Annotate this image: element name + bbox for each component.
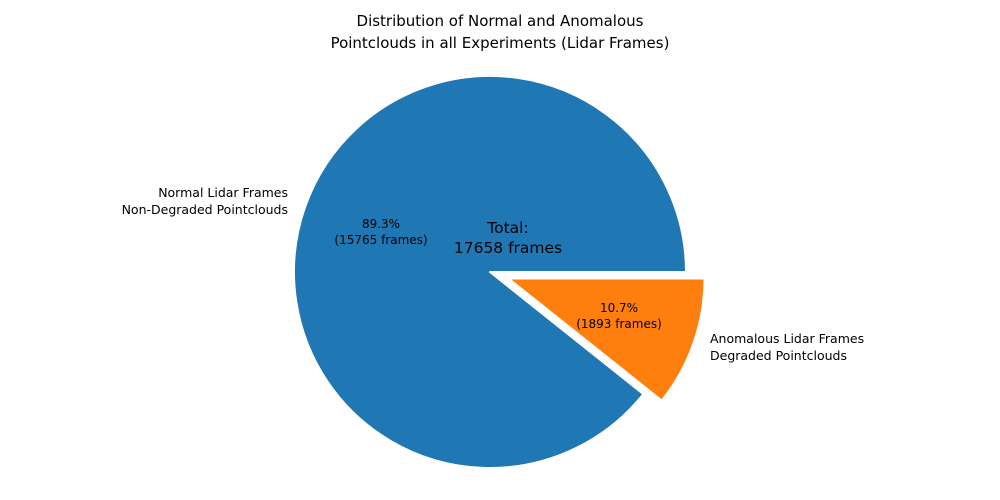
chart-title-line2: Pointclouds in all Experiments (Lidar Fr… [330, 34, 670, 52]
pct-normal-value: 89.3% [361, 217, 401, 231]
total-annotation-line1: Total: [487, 219, 529, 237]
label-anomalous-line1: Anomalous Lidar Frames [710, 331, 865, 346]
pie-slice-anomalous [507, 277, 706, 402]
label-normal-line1: Normal Lidar Frames [158, 185, 288, 200]
pct-anomalous-value: 10.7% [599, 301, 639, 315]
chart-title-line1: Distribution of Normal and Anomalous [356, 12, 644, 30]
pct-anomalous-count: (1893 frames) [576, 317, 662, 331]
label-normal-line2: Non-Degraded Pointclouds [121, 202, 288, 217]
total-annotation: Total: 17658 frames [408, 218, 608, 258]
pct-normal-count: (15765 frames) [334, 233, 428, 247]
chart-title: Distribution of Normal and Anomalous Poi… [0, 10, 1000, 54]
pct-normal: 89.3% (15765 frames) [281, 216, 481, 248]
label-normal-slice: Normal Lidar Frames Non-Degraded Pointcl… [122, 184, 288, 218]
label-anomalous-line2: Degraded Pointclouds [710, 348, 847, 363]
pie-slice-normal [293, 75, 687, 469]
label-anomalous-slice: Anomalous Lidar Frames Degraded Pointclo… [710, 330, 864, 364]
total-annotation-line2: 17658 frames [453, 239, 563, 257]
pct-anomalous: 10.7% (1893 frames) [519, 300, 719, 332]
